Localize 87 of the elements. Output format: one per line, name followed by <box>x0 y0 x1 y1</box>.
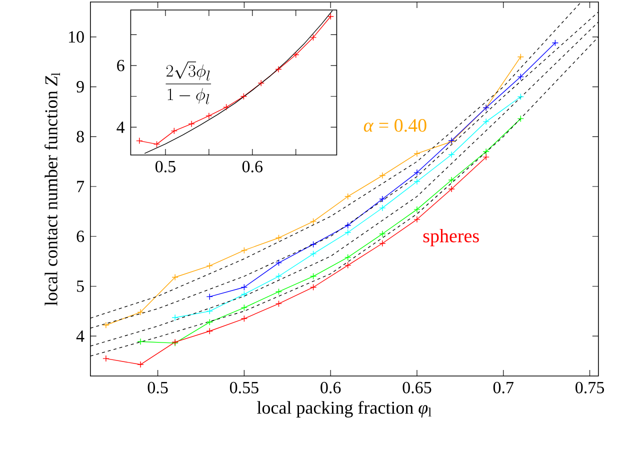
y-tick-label: 8 <box>76 130 84 142</box>
x-tick-label: 0.7 <box>493 382 514 394</box>
y-axis-title: local contact number function Z$_{l}$ <box>44 72 60 306</box>
point <box>344 262 352 269</box>
point <box>482 118 490 126</box>
point <box>275 272 282 280</box>
annotation: α = 0.40 <box>364 118 426 132</box>
point <box>482 154 490 160</box>
point <box>414 206 420 213</box>
point <box>136 137 143 144</box>
x-tick-label: 0.6 <box>320 382 341 394</box>
point <box>275 66 282 73</box>
point <box>310 250 317 258</box>
y-tick-label: 6 <box>117 60 124 72</box>
point <box>310 218 317 225</box>
point <box>517 73 524 80</box>
point <box>344 222 352 229</box>
point <box>310 272 317 280</box>
point <box>206 262 213 270</box>
point <box>275 288 282 296</box>
point <box>414 178 420 185</box>
point <box>448 186 455 192</box>
y-tick-label: 4 <box>116 122 125 133</box>
point <box>240 93 248 100</box>
point <box>172 274 178 281</box>
point <box>448 176 455 184</box>
point <box>414 169 420 176</box>
point <box>206 293 213 300</box>
point <box>344 229 352 236</box>
point <box>448 151 455 158</box>
point <box>414 216 420 223</box>
point <box>517 54 524 60</box>
x-tick-label: 0.55 <box>230 382 258 394</box>
annotation: spheres <box>423 229 479 246</box>
annotation: $\frac{2\sqrt{3}\phi_l}{1-\phi_l}$ <box>166 62 212 104</box>
y-tick-label: 9 <box>76 81 84 92</box>
point <box>292 51 300 58</box>
point <box>240 246 248 254</box>
point <box>517 93 524 100</box>
point <box>153 140 160 148</box>
point <box>517 115 524 122</box>
x-tick-label: 0.6 <box>242 160 263 172</box>
point <box>240 284 248 291</box>
point <box>482 148 490 155</box>
y-tick-label: 6 <box>76 230 84 242</box>
point <box>188 120 195 128</box>
point <box>552 40 559 46</box>
point <box>379 230 386 238</box>
point <box>206 318 213 326</box>
point <box>310 34 317 41</box>
point <box>240 304 248 312</box>
point <box>379 240 386 247</box>
point <box>344 193 352 200</box>
x-axis-title: local packing fraction φ$_{l}$ <box>257 400 432 418</box>
point <box>275 259 282 266</box>
point <box>222 104 230 111</box>
point <box>102 322 110 328</box>
point <box>206 328 213 334</box>
point <box>344 254 352 261</box>
point <box>172 314 178 322</box>
point <box>275 234 282 242</box>
point <box>206 112 212 120</box>
point <box>258 80 264 86</box>
y-tick-label: 7 <box>77 180 84 192</box>
point <box>310 284 317 291</box>
point <box>240 315 248 322</box>
point <box>379 204 386 212</box>
point <box>137 308 144 316</box>
y-tick-label: 5 <box>77 280 84 292</box>
point <box>310 241 317 248</box>
point <box>275 300 282 308</box>
y-tick-label: 4 <box>76 330 84 342</box>
y-tick-label: 10 <box>69 31 84 43</box>
point <box>240 290 248 298</box>
x-tick-label: 0.5 <box>148 382 168 394</box>
point <box>327 13 334 20</box>
point <box>170 128 178 134</box>
point <box>379 172 386 179</box>
point <box>137 361 144 368</box>
point <box>102 355 110 362</box>
x-tick-label: 0.75 <box>576 382 604 394</box>
point <box>414 150 420 157</box>
x-tick-label: 0.5 <box>155 160 176 172</box>
point <box>137 338 144 345</box>
point <box>206 308 213 315</box>
point <box>379 196 386 202</box>
x-tick-label: 0.65 <box>402 382 432 394</box>
